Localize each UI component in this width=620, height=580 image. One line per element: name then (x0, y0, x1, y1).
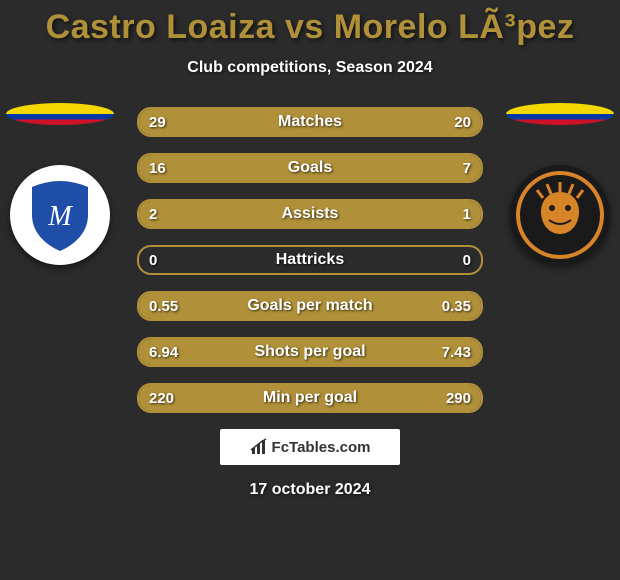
stat-row: 0 Hattricks 0 (137, 245, 483, 275)
date-label: 17 october 2024 (0, 481, 620, 499)
stat-value-right: 7.43 (442, 344, 471, 361)
left-team-column: M (0, 103, 120, 265)
main-panel: M 29 Matches 20 16 Goals 7 2 Assists 1 0… (0, 107, 620, 413)
right-flag (506, 103, 614, 125)
stat-value-right: 20 (454, 114, 471, 131)
stat-value-right: 7 (463, 160, 471, 177)
brand-text: FcTables.com (272, 439, 371, 456)
left-flag (6, 103, 114, 125)
stat-value-right: 1 (463, 206, 471, 223)
stat-value-right: 0 (463, 252, 471, 269)
chart-icon (250, 438, 268, 456)
stat-row: 2 Assists 1 (137, 199, 483, 229)
right-crest (510, 165, 610, 265)
stat-row: 16 Goals 7 (137, 153, 483, 183)
comparison-title: Castro Loaiza vs Morelo LÃ³pez (0, 0, 620, 47)
stat-value-right: 290 (446, 390, 471, 407)
stat-label: Goals (139, 159, 481, 177)
stat-label: Matches (139, 113, 481, 131)
svg-text:M: M (47, 201, 73, 232)
stat-value-right: 0.35 (442, 298, 471, 315)
comparison-subtitle: Club competitions, Season 2024 (0, 59, 620, 77)
stat-row: 6.94 Shots per goal 7.43 (137, 337, 483, 367)
brand-logo: FcTables.com (220, 429, 400, 465)
left-crest: M (10, 165, 110, 265)
right-team-column (500, 103, 620, 265)
stat-row: 0.55 Goals per match 0.35 (137, 291, 483, 321)
stat-label: Hattricks (139, 251, 481, 269)
stat-label: Shots per goal (139, 343, 481, 361)
stat-row: 220 Min per goal 290 (137, 383, 483, 413)
stat-row: 29 Matches 20 (137, 107, 483, 137)
stat-label: Min per goal (139, 389, 481, 407)
stats-list: 29 Matches 20 16 Goals 7 2 Assists 1 0 H… (137, 107, 483, 413)
stat-label: Goals per match (139, 297, 481, 315)
stat-label: Assists (139, 205, 481, 223)
